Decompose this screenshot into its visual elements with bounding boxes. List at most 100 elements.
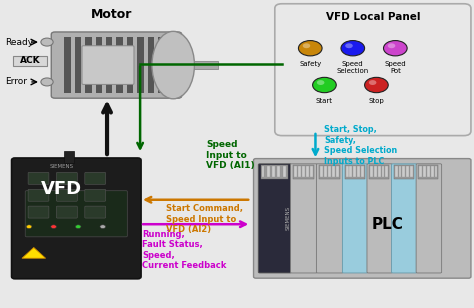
Bar	[64, 38, 71, 93]
Text: Speed
Selection: Speed Selection	[337, 61, 369, 74]
Text: VFD Local Panel: VFD Local Panel	[326, 12, 420, 22]
Circle shape	[75, 225, 81, 229]
Text: SIEMENS: SIEMENS	[49, 164, 73, 169]
FancyBboxPatch shape	[56, 172, 77, 184]
Bar	[306, 166, 309, 177]
Bar	[357, 166, 360, 177]
FancyBboxPatch shape	[85, 172, 106, 184]
Bar	[423, 166, 426, 177]
Bar	[148, 38, 154, 93]
FancyBboxPatch shape	[367, 164, 392, 273]
Text: Speed
Pot: Speed Pot	[384, 61, 406, 74]
FancyBboxPatch shape	[258, 164, 292, 273]
FancyBboxPatch shape	[28, 206, 49, 218]
Circle shape	[26, 225, 32, 229]
Text: Safety: Safety	[299, 61, 321, 67]
Bar	[378, 166, 381, 177]
Bar	[336, 166, 339, 177]
Bar	[382, 166, 384, 177]
Bar	[369, 165, 389, 179]
Bar	[117, 38, 123, 93]
Bar	[419, 165, 438, 179]
Text: Start: Start	[316, 98, 333, 104]
Circle shape	[365, 77, 388, 93]
Text: Stop: Stop	[369, 98, 384, 104]
FancyBboxPatch shape	[85, 206, 106, 218]
Bar	[410, 166, 413, 177]
Bar	[328, 166, 331, 177]
Circle shape	[388, 43, 395, 48]
Circle shape	[345, 43, 353, 48]
Bar	[75, 38, 81, 93]
Ellipse shape	[152, 31, 194, 99]
Circle shape	[369, 80, 376, 85]
Bar	[353, 166, 356, 177]
Bar	[96, 38, 102, 93]
Bar	[319, 165, 340, 179]
Circle shape	[341, 41, 365, 56]
FancyBboxPatch shape	[25, 191, 128, 237]
Bar	[374, 166, 377, 177]
Bar	[419, 166, 422, 177]
Bar	[85, 38, 91, 93]
Bar	[283, 166, 285, 177]
Bar	[385, 166, 388, 177]
Bar	[370, 166, 373, 177]
FancyBboxPatch shape	[51, 32, 182, 98]
FancyBboxPatch shape	[416, 164, 442, 273]
Text: VFD: VFD	[41, 180, 82, 198]
Bar	[137, 38, 144, 93]
Bar	[395, 166, 398, 177]
Text: Start Command,
Speed Input to
VFD (AI2): Start Command, Speed Input to VFD (AI2)	[166, 205, 243, 234]
FancyBboxPatch shape	[82, 46, 134, 84]
Text: PLC: PLC	[372, 217, 404, 232]
Bar	[261, 165, 288, 179]
Text: Ready: Ready	[5, 38, 34, 47]
FancyBboxPatch shape	[254, 159, 471, 278]
Bar	[277, 166, 280, 177]
Bar	[262, 166, 264, 177]
Bar	[402, 166, 405, 177]
Bar	[324, 166, 327, 177]
Circle shape	[383, 41, 407, 56]
Bar	[435, 166, 438, 177]
Circle shape	[100, 225, 106, 229]
Text: ACK: ACK	[20, 56, 41, 65]
Bar	[310, 166, 313, 177]
Circle shape	[299, 41, 322, 56]
Circle shape	[303, 43, 310, 48]
Bar	[293, 165, 314, 179]
Text: Running,
Fault Status,
Speed,
Current Feedback: Running, Fault Status, Speed, Current Fe…	[143, 230, 227, 270]
Bar	[272, 166, 275, 177]
Bar	[346, 166, 348, 177]
Bar	[194, 61, 218, 69]
Bar	[298, 166, 301, 177]
Circle shape	[313, 77, 336, 93]
Text: Start, Stop,
Safety,
Speed Selection
Inputs to PLC: Start, Stop, Safety, Speed Selection Inp…	[324, 125, 397, 166]
FancyBboxPatch shape	[291, 164, 318, 273]
Bar	[399, 166, 401, 177]
Text: Motor: Motor	[91, 8, 132, 21]
Circle shape	[51, 225, 56, 229]
FancyBboxPatch shape	[317, 164, 343, 273]
FancyBboxPatch shape	[85, 189, 106, 201]
FancyBboxPatch shape	[56, 206, 77, 218]
Circle shape	[41, 38, 53, 46]
Bar	[127, 38, 133, 93]
Polygon shape	[22, 248, 46, 258]
Bar	[302, 166, 305, 177]
Bar	[345, 165, 365, 179]
FancyBboxPatch shape	[11, 158, 141, 279]
Bar	[394, 165, 414, 179]
FancyBboxPatch shape	[275, 4, 471, 136]
FancyBboxPatch shape	[28, 189, 49, 201]
Bar	[427, 166, 430, 177]
Text: Error: Error	[5, 77, 27, 87]
FancyBboxPatch shape	[56, 189, 77, 201]
FancyBboxPatch shape	[342, 164, 368, 273]
Bar	[267, 166, 270, 177]
Bar	[361, 166, 364, 177]
Text: Speed
Input to
VFD (AI1): Speed Input to VFD (AI1)	[206, 140, 255, 170]
Bar	[332, 166, 335, 177]
Text: SIEMENS: SIEMENS	[285, 206, 290, 230]
